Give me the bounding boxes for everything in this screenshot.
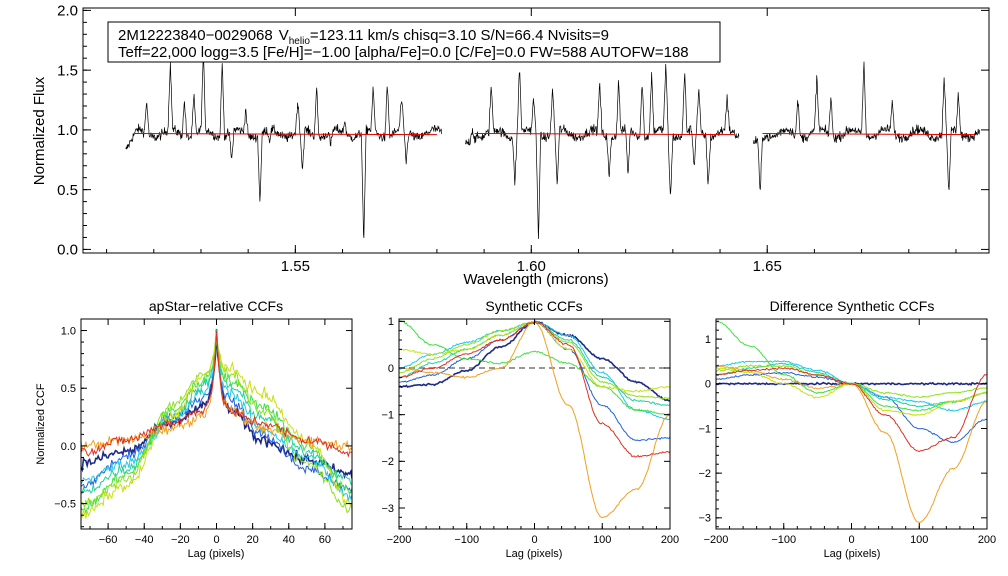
y-tick-label: 1.5 bbox=[57, 62, 78, 79]
ccf-series-line bbox=[81, 329, 352, 480]
y-tick-label: 0 bbox=[705, 379, 711, 391]
annotation-line1-values: =123.11 km/s chisq=3.10 S/N=66.4 Nvisits… bbox=[310, 27, 609, 44]
spectrum-annotation-line2: Teff=22,000 logg=3.5 [Fe/H]=−1.00 [alpha… bbox=[118, 44, 689, 61]
y-tick-label: −0.5 bbox=[54, 498, 76, 510]
x-tick-label: 40 bbox=[283, 534, 295, 546]
x-tick-label: 0 bbox=[213, 534, 219, 546]
x-tick-label: 60 bbox=[319, 534, 331, 546]
y-tick-label: −1 bbox=[698, 423, 711, 435]
y-tick-label: 0.0 bbox=[57, 242, 78, 259]
x-tick-label: −60 bbox=[99, 534, 118, 546]
spectrum-plot-frame bbox=[82, 7, 990, 254]
ccf-series-line bbox=[716, 366, 987, 453]
ccf-series-line bbox=[81, 332, 352, 502]
synthetic-ccf-plot-frame bbox=[398, 318, 671, 530]
spectrum-flux-segment bbox=[464, 63, 740, 240]
apstar-ccf-title: apStar−relative CCFs bbox=[149, 298, 283, 314]
x-tick-label: 1.65 bbox=[753, 258, 782, 275]
x-tick-label: 200 bbox=[978, 534, 996, 546]
spectrum-model-line bbox=[474, 132, 735, 136]
spectrum-panel: 1.55 1.60 1.65 0.0 0.5 1.0 1.5 2.0 Wavelength (… bbox=[31, 3, 990, 288]
y-tick-label: 1.0 bbox=[61, 325, 76, 337]
apstar-ccf-panel: apStar−relative CCFs −60 −40 −20 0 20 40 60 −0.… bbox=[35, 298, 353, 560]
x-tick-label: −40 bbox=[135, 534, 154, 546]
y-tick-label: 2.0 bbox=[57, 3, 78, 20]
spectrum-y-axis-label: Normalized Flux bbox=[31, 76, 48, 185]
vhelio-label: V bbox=[279, 27, 289, 44]
y-tick-label: −1 bbox=[381, 410, 394, 422]
difference-ccf-panel: Difference Synthetic CCFs −200 −100 0 100 20… bbox=[698, 298, 996, 560]
ccf-series-line bbox=[81, 329, 352, 495]
spectrum-model-line bbox=[762, 132, 975, 136]
x-tick-label: −100 bbox=[454, 534, 479, 546]
ccf-series-line bbox=[716, 320, 987, 412]
x-tick-label: 1.60 bbox=[517, 258, 546, 275]
x-tick-label: 1.55 bbox=[281, 258, 310, 275]
y-tick-label: 0.0 bbox=[61, 441, 76, 453]
spectrum-model-line bbox=[134, 132, 437, 136]
star-id: 2M12223840−0029068 bbox=[118, 27, 273, 44]
x-tick-label: 20 bbox=[247, 534, 259, 546]
x-tick-label: 0 bbox=[848, 534, 854, 546]
ccf-series-line bbox=[399, 320, 670, 417]
spectrum-flux-segment bbox=[752, 61, 980, 190]
x-tick-label: 200 bbox=[661, 534, 679, 546]
spectrum-x-axis-label: Wavelength (microns) bbox=[463, 271, 608, 288]
ccf-series-line bbox=[81, 328, 352, 494]
synthetic-ccf-x-axis-label: Lag (pixels) bbox=[506, 548, 563, 560]
spectrum-annotation-box bbox=[107, 21, 721, 63]
y-tick-label: 1 bbox=[388, 316, 394, 328]
y-tick-label: −3 bbox=[698, 513, 711, 525]
synthetic-ccf-panel: Synthetic CCFs −200 −100 0 100 200 −3 −2 −1 0 1 L… bbox=[381, 298, 679, 560]
x-tick-label: −200 bbox=[704, 534, 729, 546]
difference-ccf-x-axis-label: Lag (pixels) bbox=[824, 548, 881, 560]
y-tick-label: 1 bbox=[705, 334, 711, 346]
apstar-ccf-plot-frame bbox=[80, 318, 353, 530]
apstar-ccf-x-axis-label: Lag (pixels) bbox=[188, 548, 245, 560]
difference-ccf-title: Difference Synthetic CCFs bbox=[770, 298, 935, 314]
apstar-ccf-y-axis-label: Normalized CCF bbox=[35, 383, 47, 465]
y-tick-label: 1.0 bbox=[57, 122, 78, 139]
x-tick-label: 100 bbox=[593, 534, 611, 546]
y-tick-label: 0.5 bbox=[61, 383, 76, 395]
x-tick-label: −100 bbox=[771, 534, 796, 546]
x-tick-label: −20 bbox=[171, 534, 190, 546]
x-tick-label: 0 bbox=[531, 534, 537, 546]
x-tick-label: −200 bbox=[387, 534, 412, 546]
ccf-series-line bbox=[716, 364, 987, 523]
ccf-series-line bbox=[81, 333, 352, 452]
spectrum-annotation-line1: 2M12223840−0029068 Vhelio=123.11 km/s chi… bbox=[118, 27, 609, 47]
ccf-series-line bbox=[399, 321, 670, 421]
y-tick-label: −2 bbox=[381, 456, 394, 468]
x-tick-label: 100 bbox=[910, 534, 928, 546]
vhelio-subscript: helio bbox=[289, 36, 311, 47]
ccf-series-line bbox=[81, 330, 352, 458]
synthetic-ccf-title: Synthetic CCFs bbox=[485, 298, 582, 314]
difference-ccf-plot-frame bbox=[715, 318, 988, 530]
ccf-series-line bbox=[399, 320, 670, 400]
ccf-series-line bbox=[81, 334, 352, 520]
y-tick-label: −3 bbox=[381, 503, 394, 515]
y-tick-label: 0 bbox=[388, 363, 394, 375]
ccf-series-line bbox=[81, 331, 352, 514]
ccf-series-line bbox=[399, 320, 670, 406]
spectrum-flux-segment bbox=[125, 58, 442, 239]
ccf-series-line bbox=[399, 320, 670, 402]
y-tick-label: −2 bbox=[698, 468, 711, 480]
y-tick-label: 0.5 bbox=[57, 182, 78, 199]
